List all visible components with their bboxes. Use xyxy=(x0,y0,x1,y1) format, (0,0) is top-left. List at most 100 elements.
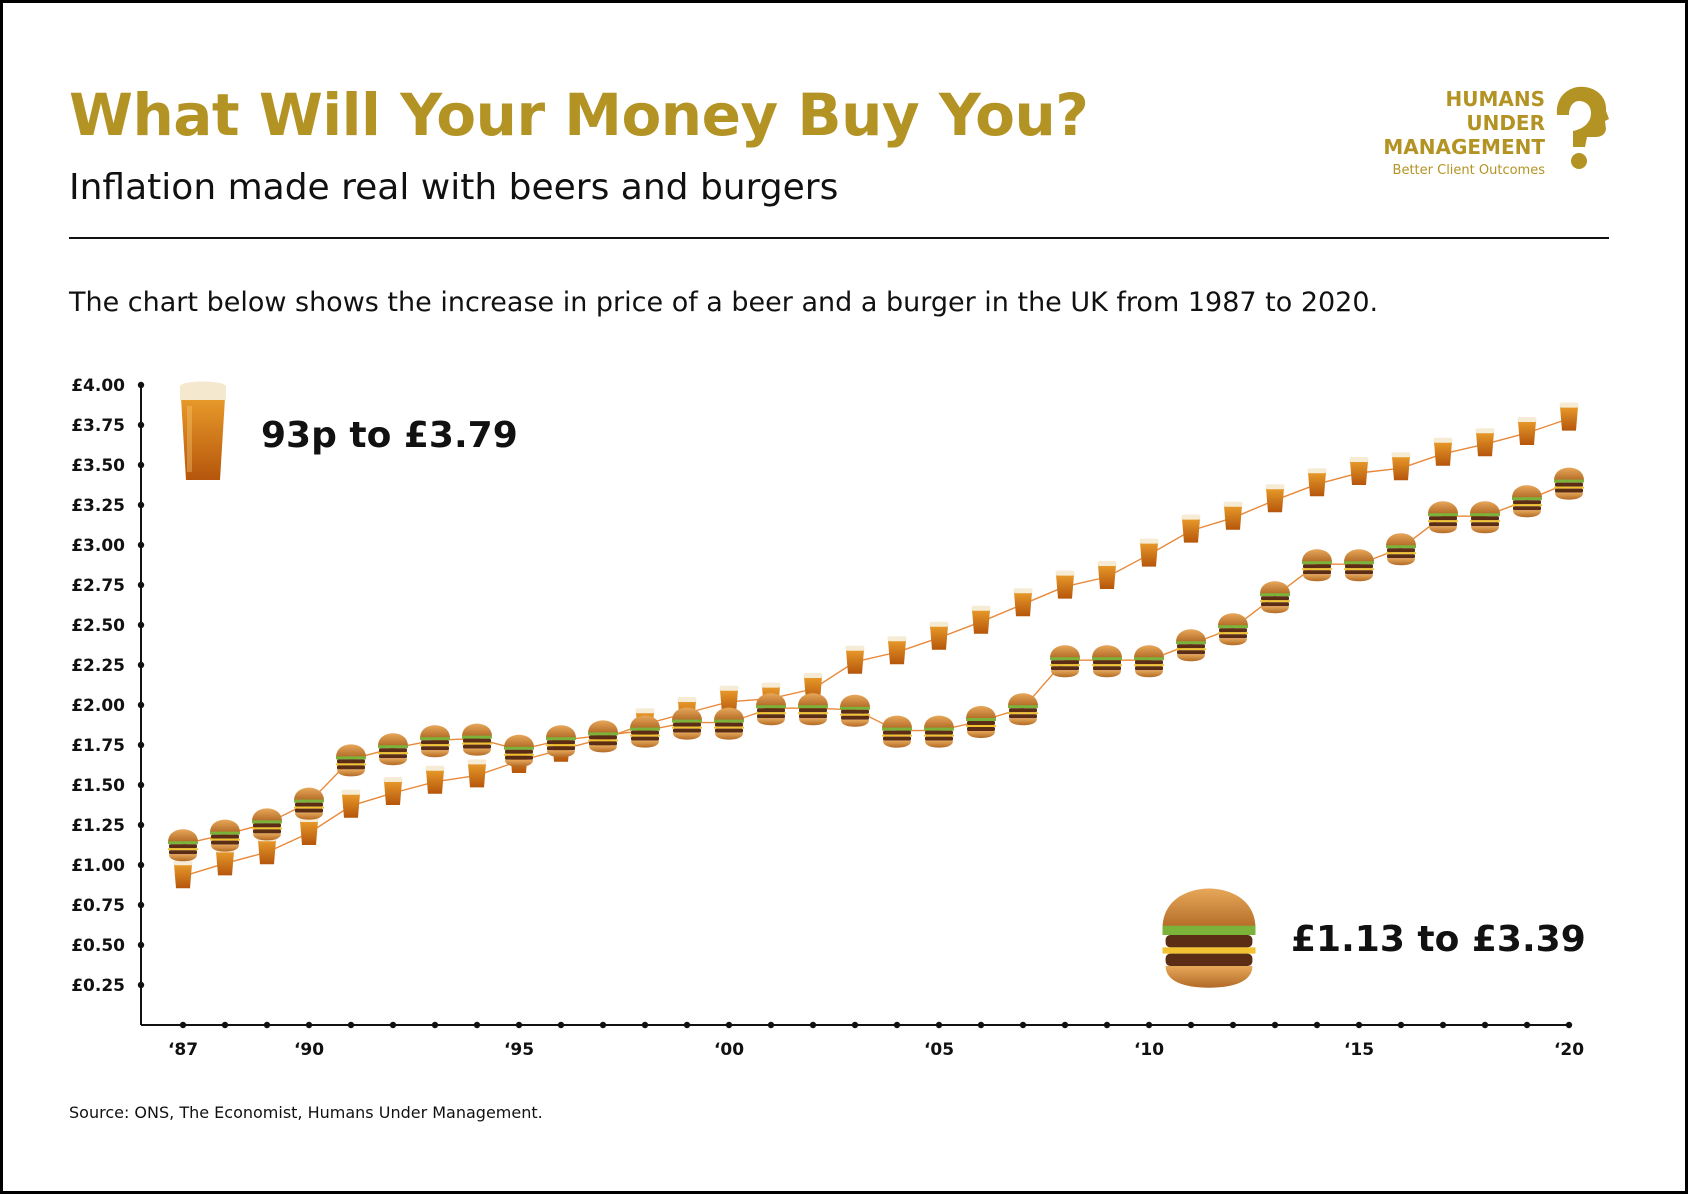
burger-point xyxy=(1344,549,1374,582)
x-tick-dot xyxy=(305,1021,313,1029)
x-tick-dot xyxy=(1145,1021,1153,1029)
y-tick-dot xyxy=(137,541,145,549)
burger-point xyxy=(630,715,660,748)
burger-point xyxy=(1008,693,1038,726)
burger-point xyxy=(1386,533,1416,566)
x-tick-label: ‘87 xyxy=(168,1040,198,1060)
y-tick-label: £2.50 xyxy=(71,616,125,636)
beer-point xyxy=(1517,417,1537,445)
beer-point xyxy=(341,789,361,818)
x-tick-dot xyxy=(1523,1021,1531,1029)
burger-point xyxy=(714,707,744,740)
y-tick-label: £1.75 xyxy=(71,736,125,756)
y-tick-label: £3.25 xyxy=(71,496,125,516)
x-tick-dot xyxy=(599,1021,607,1029)
y-tick-dot xyxy=(137,661,145,669)
y-tick-label: £0.50 xyxy=(71,936,125,956)
beer-point xyxy=(845,645,865,674)
beer-point xyxy=(1013,588,1033,617)
x-tick-dot xyxy=(809,1021,817,1029)
y-tick-dot xyxy=(137,821,145,829)
beer-point xyxy=(1475,428,1495,457)
y-tick-dot xyxy=(137,941,145,949)
burger-point xyxy=(798,693,828,726)
beer-point xyxy=(1349,457,1369,485)
x-tick-label: ‘95 xyxy=(504,1040,534,1060)
page-subtitle: Inflation made real with beers and burge… xyxy=(69,167,839,208)
x-tick-dot xyxy=(1397,1021,1405,1029)
logo-line-2: UNDER xyxy=(1466,111,1545,135)
burger-point xyxy=(1260,581,1290,614)
x-tick-label: ‘90 xyxy=(294,1040,324,1060)
x-tick-dot xyxy=(1565,1021,1573,1029)
beer-point xyxy=(173,860,193,889)
burger-point xyxy=(882,715,912,748)
burger-point xyxy=(1428,501,1458,534)
x-tick-dot xyxy=(977,1021,985,1029)
burger-point xyxy=(840,694,870,727)
beer-point xyxy=(1223,501,1243,530)
beer-point xyxy=(299,817,319,845)
burger-annotation-text: £1.13 to £3.39 xyxy=(1291,919,1586,960)
y-tick-dot xyxy=(137,621,145,629)
burger-point xyxy=(1512,485,1542,518)
chart-description: The chart below shows the increase in pr… xyxy=(69,287,1379,318)
y-tick-label: £1.25 xyxy=(71,816,125,836)
burger-point xyxy=(1134,645,1164,678)
x-tick-dot xyxy=(1187,1021,1195,1029)
x-tick-dot xyxy=(725,1021,733,1029)
burger-point xyxy=(378,733,408,766)
burger-point xyxy=(1050,645,1080,678)
burger-point xyxy=(210,819,240,852)
x-tick-dot xyxy=(641,1021,649,1029)
y-tick-dot xyxy=(137,381,145,389)
burger-point xyxy=(672,707,702,740)
beer-annotation: 93p to £3.79 xyxy=(180,381,518,480)
beer-point xyxy=(1181,514,1201,543)
beer-point xyxy=(929,621,949,650)
y-tick-dot xyxy=(137,421,145,429)
x-tick-label: ‘15 xyxy=(1344,1040,1374,1060)
x-tick-dot xyxy=(221,1021,229,1029)
burger-point xyxy=(1470,501,1500,534)
beer-point xyxy=(1307,468,1327,497)
burger-annotation: £1.13 to £3.39 xyxy=(1162,888,1586,988)
x-tick-label: ‘05 xyxy=(924,1040,954,1060)
x-tick-dot xyxy=(389,1021,397,1029)
logo-tagline: Better Client Outcomes xyxy=(1392,163,1545,178)
y-tick-label: £0.25 xyxy=(71,976,125,996)
beer-point xyxy=(383,777,403,805)
beer-point xyxy=(1265,484,1285,513)
burger-series-line xyxy=(182,481,1570,845)
chart-series xyxy=(168,402,1584,889)
beer-point xyxy=(971,605,991,634)
y-tick-label: £3.00 xyxy=(71,536,125,556)
x-tick-dot xyxy=(893,1021,901,1029)
beer-annotation-text: 93p to £3.79 xyxy=(261,415,518,456)
burger-point xyxy=(1554,467,1584,500)
price-chart: £0.25 £0.50 £0.75 £1.00 £1.25 £1.50 £1.75 £2.00… xyxy=(71,376,1586,1060)
burger-point xyxy=(168,829,198,862)
burger-point xyxy=(1092,645,1122,678)
beer-point xyxy=(215,847,235,876)
page-title: What Will Your Money Buy You? xyxy=(69,81,1089,149)
x-tick-label: ‘10 xyxy=(1134,1040,1164,1060)
x-tick-dot xyxy=(179,1021,187,1029)
x-tick-dot xyxy=(1271,1021,1279,1029)
beer-point xyxy=(1097,561,1117,589)
x-tick-dot xyxy=(851,1021,859,1029)
x-tick-label: ‘00 xyxy=(714,1040,744,1060)
x-tick-dot xyxy=(347,1021,355,1029)
y-tick-label: £1.50 xyxy=(71,776,125,796)
beer-glass-icon xyxy=(180,381,226,480)
burger-point xyxy=(1302,549,1332,582)
y-tick-dot xyxy=(137,461,145,469)
chart-axes: £0.25 £0.50 £0.75 £1.00 £1.25 £1.50 £1.75 £2.00… xyxy=(71,376,1584,1060)
x-tick-dot xyxy=(935,1021,943,1029)
source-note: Source: ONS, The Economist, Humans Under… xyxy=(69,1103,543,1122)
burger-photo-icon xyxy=(1162,888,1256,988)
y-tick-dot xyxy=(137,901,145,909)
x-tick-dot xyxy=(1229,1021,1237,1029)
y-tick-label: £2.75 xyxy=(71,576,125,596)
